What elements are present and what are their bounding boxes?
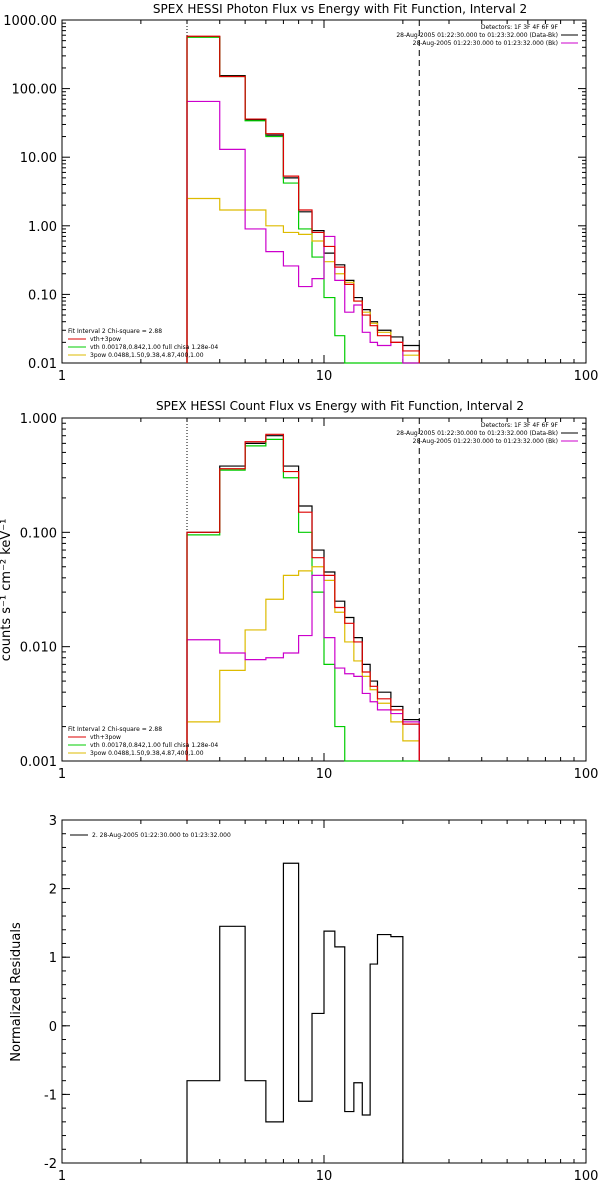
y-tick-label: 0 <box>49 1020 57 1035</box>
x-tick-label: 10 <box>316 1169 333 1184</box>
photon-flux-panel: SPEX HESSI Photon Flux vs Energy with Fi… <box>3 2 598 384</box>
count-flux-ylabel: counts s⁻¹ cm⁻² keV⁻¹ <box>0 519 14 662</box>
legend-header-line: Detectors: 1F 3F 4F 6F 9F <box>481 24 559 31</box>
y-tick-label: 0.100 <box>20 526 57 541</box>
legend-header-line: 28-Aug-2005 01:22:30.000 to 01:23:32.000… <box>396 32 558 39</box>
x-tick-label: 1 <box>58 1169 66 1184</box>
photon-series <box>186 20 420 364</box>
x-tick-label: 10 <box>316 369 333 384</box>
photon-ticks: 1 10 100 1000.00 100.00 10.00 1.00 0.10 0.01 <box>3 14 598 384</box>
y-tick-label: 10.00 <box>20 151 57 166</box>
x-tick-label: 100 <box>574 767 599 782</box>
series-model-red <box>186 35 420 363</box>
y-tick-label: 3 <box>49 814 57 829</box>
y-tick-label: 100.00 <box>12 83 58 98</box>
legend-fit-line: vth+3pow <box>90 734 121 741</box>
photon-flux-title: SPEX HESSI Photon Flux vs Energy with Fi… <box>153 2 527 16</box>
series-2-28-aug-2005-01-22-30-000-to-01-23-32-000 <box>186 862 404 1163</box>
legend-fit-line: vth 0.00178,0.842,1.00 full chisa 1.28e-… <box>90 344 218 351</box>
series-model-red <box>186 433 420 761</box>
legend-fit-line: Fit Interval 2 Chi-square = 2.88 <box>68 726 162 733</box>
series-data <box>186 100 420 364</box>
residuals-ylabel: Normalized Residuals <box>9 922 24 1062</box>
series-data <box>186 574 420 761</box>
y-tick-label: 1000.00 <box>3 14 57 29</box>
legend-residual-label: 2. 28-Aug-2005 01:22:30.000 to 01:23:32.… <box>92 832 231 839</box>
y-tick-label: 0.10 <box>28 288 57 303</box>
count-flux-title: SPEX HESSI Count Flux vs Energy with Fit… <box>156 399 524 413</box>
y-tick-label: -2 <box>44 1157 57 1172</box>
legend-fit-line: Fit Interval 2 Chi-square = 2.88 <box>68 328 162 335</box>
residuals-legend: 2. 28-Aug-2005 01:22:30.000 to 01:23:32.… <box>70 832 231 839</box>
y-tick-label: 0.010 <box>20 641 57 656</box>
x-tick-label: 10 <box>316 767 333 782</box>
legend-header-line: 28-Aug-2005 01:22:30.000 to 01:23:32.000… <box>413 438 558 445</box>
x-tick-label: 1 <box>58 767 66 782</box>
count-flux-panel: SPEX HESSI Count Flux vs Energy with Fit… <box>0 399 598 782</box>
legend-fit-line: 3pow 0.0488,1.50,9.38,4.87,400,1.00 <box>90 352 204 359</box>
y-tick-label: 1.000 <box>20 412 57 427</box>
x-tick-label: 100 <box>574 369 599 384</box>
legend-header-line: 28-Aug-2005 01:22:30.000 to 01:23:32.000… <box>396 430 558 437</box>
legend-fit-line: 3pow 0.0488,1.50,9.38,4.87,400,1.00 <box>90 750 204 757</box>
y-tick-label: 0.01 <box>28 357 57 372</box>
legend-header-line: Detectors: 1F 3F 4F 6F 9F <box>481 422 559 429</box>
count-series <box>186 418 420 762</box>
legend-header-line: 28-Aug-2005 01:22:30.000 to 01:23:32.000… <box>413 40 558 47</box>
y-tick-label: 0.001 <box>20 755 57 770</box>
x-tick-label: 100 <box>574 1169 599 1184</box>
legend-fit-line: vth 0.00178,0.842,1.00 full chisa 1.28e-… <box>90 742 218 749</box>
residuals-series <box>186 862 404 1163</box>
y-tick-label: 1 <box>49 951 57 966</box>
legend-fit-line: vth+3pow <box>90 336 121 343</box>
y-tick-label: -1 <box>44 1088 57 1103</box>
y-tick-label: 1.00 <box>28 220 57 235</box>
x-tick-label: 1 <box>58 369 66 384</box>
y-tick-label: 2 <box>49 883 57 898</box>
